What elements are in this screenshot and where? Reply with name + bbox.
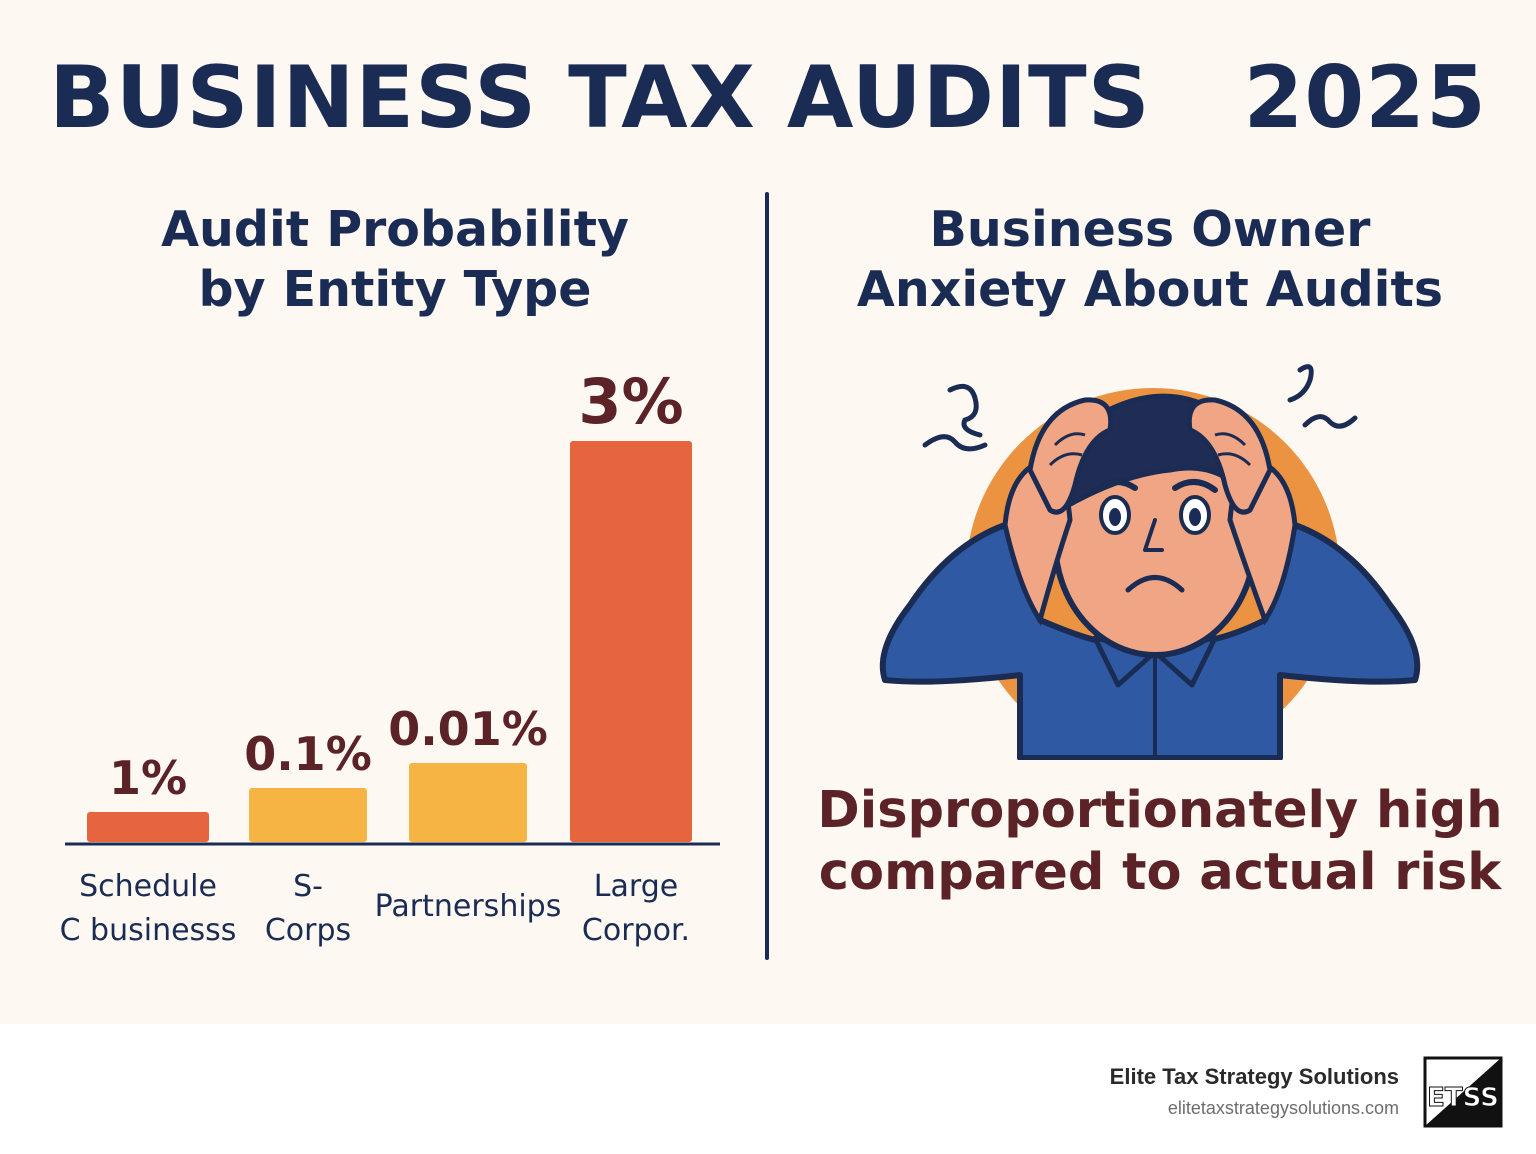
- anxiety-title-line-1: Business Owner: [929, 201, 1371, 258]
- caption-line-2: compared to actual risk: [818, 843, 1502, 902]
- chart-section-title: Audit Probability by Entity Type: [40, 200, 750, 320]
- anxiety-caption: Disproportionately high compared to actu…: [800, 780, 1520, 904]
- bar: [87, 812, 209, 842]
- category-label: Corpor.: [582, 913, 690, 948]
- data-label: 1%: [109, 751, 187, 805]
- chart-title-line-2: by Entity Type: [198, 261, 592, 318]
- caption-line-1: Disproportionately high: [817, 781, 1503, 840]
- chart-title-line-1: Audit Probability: [161, 201, 629, 258]
- category-label: Schedule: [79, 869, 217, 904]
- bar: [249, 788, 367, 842]
- bar: [409, 763, 527, 842]
- bar: [570, 441, 692, 842]
- logo-text: ETSS: [1427, 1083, 1499, 1113]
- anxiety-title-line-2: Anxiety About Audits: [856, 261, 1444, 318]
- category-label: Partnerships: [375, 889, 562, 924]
- category-label: C businesss: [60, 913, 237, 948]
- data-label: 0.01%: [388, 702, 548, 756]
- page-title: BUSINESS TAX AUDITS 2025: [49, 48, 1487, 148]
- section-divider: [765, 192, 769, 960]
- category-label: S-: [293, 869, 323, 904]
- etss-logo-icon: ETSS: [1423, 1056, 1503, 1128]
- category-label: Large: [594, 869, 678, 904]
- company-name: Elite Tax Strategy Solutions: [1109, 1064, 1399, 1089]
- company-url[interactable]: elitetaxstrategysolutions.com: [1167, 1098, 1399, 1118]
- data-label: 3%: [578, 365, 683, 438]
- stressed-person-icon: [879, 364, 1421, 760]
- anxiety-section-title: Business Owner Anxiety About Audits: [790, 200, 1510, 320]
- bar-chart: 1% Schedule C businesss 0.1% S- Corps 0.01% Par…: [60, 365, 720, 948]
- data-label: 0.1%: [244, 727, 372, 781]
- category-label: Corps: [265, 913, 351, 948]
